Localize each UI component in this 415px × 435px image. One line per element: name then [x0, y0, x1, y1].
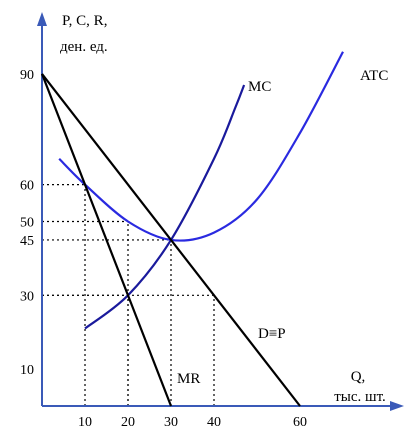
series-demand-line	[41, 73, 301, 407]
series-label-demand: D≡P	[258, 326, 286, 342]
labels: MC ATC D≡P MR 10 30 45 50 60 90 10 20 30 40 60 P, C, R,…	[20, 13, 388, 430]
y-axis-label: P, C, R, ден. ед.	[60, 13, 108, 55]
y-tick-label: 10	[20, 363, 34, 378]
y-tick-label: 60	[20, 179, 34, 194]
series-label-atc: ATC	[360, 68, 388, 84]
series	[40, 51, 344, 407]
x-tick-label: 40	[207, 415, 221, 430]
series-mc-line	[84, 84, 246, 330]
x-tick-label: 20	[121, 415, 135, 430]
x-axis-label-line: тыс. шт.	[334, 389, 386, 405]
axes	[37, 12, 404, 411]
series-mr-line	[40, 73, 173, 407]
series-label-mr: MR	[177, 371, 200, 387]
x-tick-label: 30	[164, 415, 178, 430]
x-axis-label-line: Q,	[351, 369, 366, 385]
y-axis-arrow	[37, 12, 47, 26]
x-tick-label: 10	[78, 415, 92, 430]
x-axis-arrow	[390, 401, 404, 411]
series-atc-line	[58, 51, 344, 242]
y-tick-label: 90	[20, 68, 34, 83]
y-tick-label: 50	[20, 216, 34, 231]
y-axis-label-line: ден. ед.	[60, 39, 108, 55]
series-label-mc: MC	[248, 79, 271, 95]
x-axis-label: Q, тыс. шт.	[334, 369, 386, 405]
y-tick-label: 45	[20, 234, 34, 249]
x-tick-label: 60	[293, 415, 307, 430]
reference-lines	[42, 184, 215, 406]
y-tick-label: 30	[20, 289, 34, 304]
y-axis-label-line: P, C, R,	[62, 13, 107, 29]
